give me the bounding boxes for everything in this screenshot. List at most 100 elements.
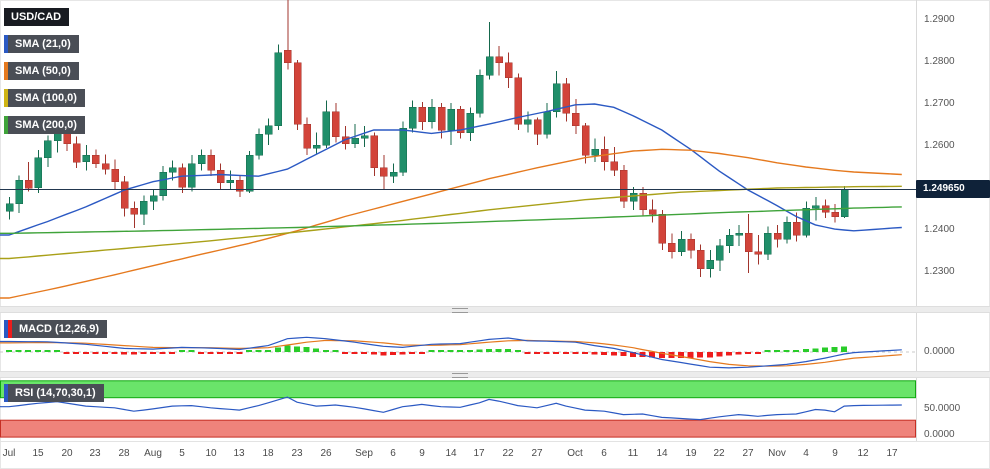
macd-signal-line — [0, 339, 902, 367]
candle — [130, 201, 139, 228]
indicator-legend: USD/CAD SMA (21,0) SMA (50,0) SMA (100,0… — [4, 8, 85, 143]
macd-histogram-bar — [399, 351, 406, 355]
candle — [188, 155, 196, 192]
time-axis-label: 23 — [291, 448, 303, 459]
macd-histogram-bar — [495, 349, 502, 352]
time-axis[interactable]: Jul 15 20 23 28 Aug 5 10 13 18 23 26 Sep 6 9 14 17 22 27 Oc… — [0, 441, 990, 469]
panel-divider[interactable] — [0, 371, 990, 378]
sma100-color-stripe — [4, 89, 8, 107]
time-axis-label: 5 — [179, 448, 185, 459]
sma50-color-stripe — [4, 62, 8, 80]
overlay-line-sma50 — [0, 148, 902, 299]
symbol-badge[interactable]: USD/CAD — [4, 8, 70, 26]
macd-panel-canvas[interactable] — [0, 313, 916, 371]
resize-grip-icon[interactable] — [452, 308, 468, 313]
candle — [226, 170, 235, 191]
candle — [600, 136, 609, 171]
macd-histogram-bar — [601, 351, 608, 355]
candle — [764, 226, 772, 261]
resize-grip-icon[interactable] — [452, 373, 468, 378]
macd-histogram-bar — [284, 345, 291, 352]
indicator-badge-sma100[interactable]: SMA (100,0) — [4, 89, 85, 107]
macd-histogram-bar — [159, 351, 166, 354]
macd-histogram-bar — [102, 351, 108, 354]
macd-histogram-bar — [265, 349, 272, 352]
indicator-badge-sma21[interactable]: SMA (21,0) — [4, 35, 79, 53]
macd-histogram-bar — [841, 346, 848, 352]
candle — [274, 44, 283, 130]
macd-histogram-bar — [697, 351, 704, 358]
rsi-label: RSI (14,70,30,1) — [15, 387, 96, 399]
candle — [264, 118, 273, 146]
candle — [178, 163, 187, 193]
candle — [428, 98, 436, 129]
panel-divider[interactable] — [0, 306, 990, 313]
macd-histogram-bar — [342, 351, 348, 354]
time-axis-label: 26 — [320, 448, 332, 459]
macd-histogram-bar — [562, 351, 569, 354]
rsi-stripe — [4, 384, 8, 402]
indicator-badge-sma50[interactable]: SMA (50,0) — [4, 62, 79, 80]
time-axis-label: 6 — [390, 448, 396, 459]
macd-histogram-bar — [783, 349, 790, 352]
rsi-oversold-band — [0, 419, 916, 438]
macd-histogram-bar — [505, 349, 512, 352]
time-axis-label: Nov — [768, 448, 786, 459]
macd-histogram-bar — [687, 351, 694, 358]
time-axis-label: 22 — [713, 448, 725, 459]
rsi-axis-label: 50.0000 — [924, 402, 961, 414]
candle — [456, 106, 465, 139]
time-axis-label: 27 — [531, 448, 543, 459]
time-axis-label: 14 — [445, 448, 457, 459]
candle — [562, 77, 571, 122]
price-axis-label: 1.2700 — [924, 97, 955, 109]
macd-histogram-bar — [351, 351, 358, 354]
candle — [831, 203, 839, 223]
macd-histogram-bar — [207, 351, 214, 354]
macd-histogram-bar — [486, 349, 492, 352]
macd-histogram-bar — [6, 349, 12, 352]
candle — [284, 0, 292, 70]
price-chart-canvas[interactable] — [0, 0, 916, 306]
candle — [82, 145, 91, 171]
candle — [34, 150, 43, 193]
time-axis-label: 15 — [32, 448, 44, 459]
time-axis-label: 10 — [205, 448, 217, 459]
macd-histogram-bar — [313, 348, 320, 352]
candle — [696, 244, 705, 277]
time-axis-label: 20 — [61, 448, 73, 459]
indicator-badge-sma200[interactable]: SMA (200,0) — [4, 116, 85, 134]
overlay-line-sma200 — [0, 206, 902, 235]
candle — [581, 122, 590, 164]
candle — [360, 125, 369, 147]
price-axis[interactable]: 1.2900 1.2800 1.2700 1.2600 1.2400 1.2300 0.00… — [917, 0, 990, 441]
rsi-panel-canvas[interactable] — [0, 378, 916, 441]
price-axis-label: 1.2600 — [924, 139, 955, 151]
candle — [639, 187, 647, 217]
candle — [380, 155, 388, 191]
sma50-label: SMA (50,0) — [15, 65, 71, 77]
time-axis-label: 17 — [886, 448, 898, 459]
candle — [504, 52, 513, 88]
macd-histogram-bar — [236, 351, 243, 354]
macd-histogram-bar — [15, 349, 22, 352]
candle — [101, 154, 110, 175]
candle — [159, 166, 167, 201]
macd-histogram-bar — [44, 349, 51, 352]
macd-histogram-bar — [428, 349, 435, 352]
candle — [15, 175, 23, 214]
candle — [514, 73, 523, 130]
macd-histogram-bar — [303, 347, 310, 352]
candle — [716, 239, 724, 272]
indicator-badge-rsi[interactable]: RSI (14,70,30,1) — [4, 384, 104, 402]
time-axis-label: 9 — [419, 448, 425, 459]
candle — [543, 103, 551, 139]
indicator-badge-macd[interactable]: MACD (12,26,9) — [4, 320, 108, 338]
macd-histogram-bar — [822, 347, 828, 352]
macd-histogram-bar — [322, 349, 329, 352]
candle — [370, 132, 379, 177]
macd-histogram-bar — [140, 351, 147, 354]
candle — [744, 214, 753, 273]
macd-histogram-bar — [658, 351, 665, 359]
